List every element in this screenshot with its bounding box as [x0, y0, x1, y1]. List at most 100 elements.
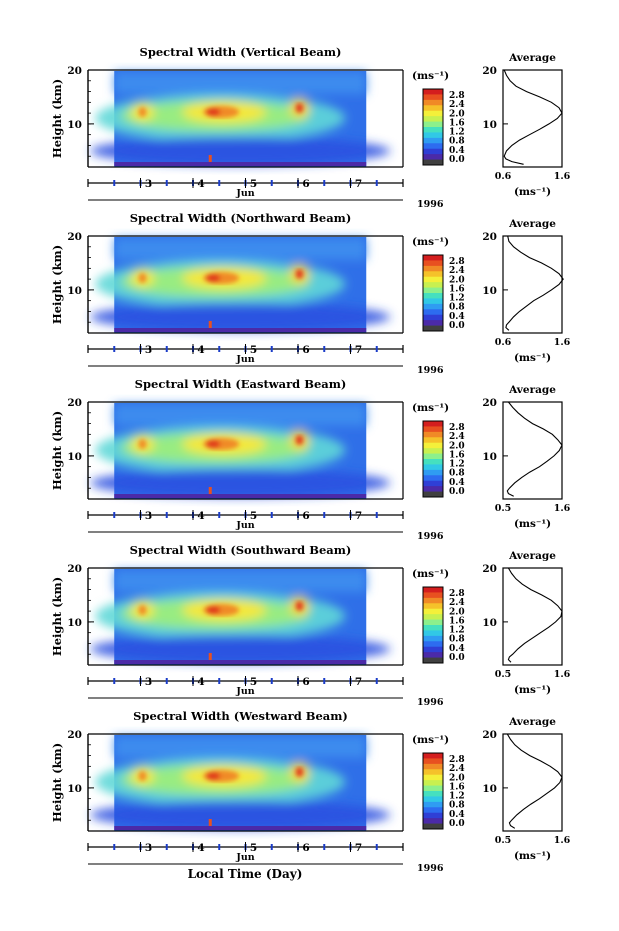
colorbar-unit: (ms⁻¹) [412, 70, 449, 82]
colorbar-segment [423, 823, 443, 830]
colorbar-segment [423, 812, 443, 819]
colorbar-segment [423, 475, 443, 482]
colorbar-segment [423, 614, 443, 621]
time-tick-label: 6 [302, 178, 309, 190]
colorbar-frame [422, 586, 444, 664]
profile-y-tick-label: 20 [482, 231, 497, 243]
colorbar-segment [423, 437, 443, 444]
heatmap-hotspot [138, 439, 147, 449]
heatmap-streak [208, 819, 212, 829]
colorbar-segment [423, 265, 443, 272]
heatmap-texture [114, 403, 366, 499]
colorbar-tick-label: 2.0 [449, 109, 465, 119]
time-tick-label: 4 [197, 676, 204, 688]
colorbar-segment [423, 154, 443, 161]
average-profile: Average 20 10 0.6 1.6(ms⁻¹) [482, 218, 570, 364]
time-tick-label: 4 [197, 510, 204, 522]
colorbar-tick-label: 0.8 [449, 635, 465, 645]
heatmap-texture [114, 569, 366, 665]
colorbar-unit: (ms⁻¹) [412, 402, 449, 414]
time-tick-label: 4 [197, 178, 204, 190]
heatmap-hotspot [206, 606, 221, 614]
x-axis-label: Local Time (Day) [188, 867, 303, 881]
profile-y-tick-label: 10 [482, 285, 497, 297]
average-profile: Average 20 10 0.5 1.6(ms⁻¹) [482, 716, 570, 862]
heatmap [90, 71, 391, 167]
colorbar-tick-label: 1.2 [449, 460, 465, 470]
y-tick-label: 10 [67, 783, 82, 795]
heatmap-band [114, 328, 367, 332]
colorbar-segment [423, 603, 443, 610]
colorbar-unit: (ms⁻¹) [412, 568, 449, 580]
time-tick-label: 6 [302, 842, 309, 854]
colorbar-tick-label: 1.6 [449, 616, 465, 626]
profile-y-tick-label: 10 [482, 119, 497, 131]
time-tick-label: 4 [197, 842, 204, 854]
y-tick-label: 10 [67, 451, 82, 463]
chart-title: Spectral Width (Westward Beam) [133, 709, 348, 723]
chart-panel-2: Spectral Width (Northward Beam)2010Heigh… [50, 211, 571, 376]
colorbar-tick-label: 0.8 [449, 137, 465, 147]
time-tick-label: 4 [197, 344, 204, 356]
colorbar-segment [423, 148, 443, 155]
heatmap-hotspot [138, 107, 147, 117]
heatmap-texture [114, 71, 366, 167]
colorbar-segment [423, 796, 443, 803]
colorbar-segment [423, 448, 443, 455]
heatmap-hotspot [295, 767, 304, 777]
profile-y-tick-label: 20 [482, 563, 497, 575]
colorbar-segment [423, 137, 443, 144]
colorbar-segment [423, 763, 443, 770]
time-tick-label: 7 [355, 842, 362, 854]
colorbar-tick-label: 0.0 [449, 155, 465, 165]
y-tick-label: 10 [67, 617, 82, 629]
time-tick-label: 6 [302, 510, 309, 522]
colorbar-segment [423, 486, 443, 493]
colorbar-segment [423, 592, 443, 599]
colorbar-segment [423, 791, 443, 797]
profile-line [503, 69, 563, 165]
profile-x-label: (ms⁻¹) [514, 518, 551, 530]
chart-title: Spectral Width (Northward Beam) [130, 211, 352, 225]
heatmap-hotspot [206, 440, 221, 448]
colorbar-tick-label: 2.4 [449, 100, 465, 110]
colorbar-segment [423, 758, 443, 765]
heatmap-hotspot [138, 605, 147, 615]
time-tick-label: 6 [302, 676, 309, 688]
profile-y-tick-label: 20 [482, 397, 497, 409]
colorbar-segment [423, 769, 443, 776]
profile-frame [502, 567, 563, 666]
heatmap-blobs [90, 404, 391, 497]
colorbar-segment [423, 753, 443, 759]
colorbar-frame [422, 420, 444, 498]
heatmap-streak [208, 321, 212, 331]
profile-x-tick-label: 0.6 [495, 171, 512, 182]
heatmap-blobs [90, 570, 391, 663]
month-label: Jun [235, 520, 254, 531]
colorbar-segment [423, 630, 443, 637]
heatmap-band [90, 469, 391, 497]
y-tick-label: 10 [67, 285, 82, 297]
colorbar-segment [423, 652, 443, 659]
colorbar-segment [423, 818, 443, 825]
y-tick-label: 20 [67, 231, 82, 243]
colorbar-tick-label: 2.0 [449, 441, 465, 451]
colorbar-tick-label: 1.6 [449, 782, 465, 792]
colorbar-segment [423, 646, 443, 653]
time-tick-label: 5 [250, 842, 257, 854]
colorbar-frame [422, 88, 444, 166]
colorbar-tick-label: 1.6 [449, 118, 465, 128]
profile-line [506, 733, 563, 829]
heatmap-band [90, 635, 391, 663]
time-tick-label: 5 [250, 344, 257, 356]
colorbar-segment [423, 320, 443, 327]
colorbar-tick-label: 2.8 [449, 257, 465, 267]
colorbar-segment [423, 641, 443, 648]
month-label: Jun [235, 188, 254, 199]
colorbar-segment [423, 785, 443, 792]
colorbar-tick-label: 1.2 [449, 128, 465, 138]
average-profile: Average 20 10 0.5 1.6(ms⁻¹) [482, 384, 570, 530]
colorbar-segment [423, 807, 443, 814]
heatmap-texture [114, 237, 366, 333]
heatmap-band [114, 404, 367, 426]
